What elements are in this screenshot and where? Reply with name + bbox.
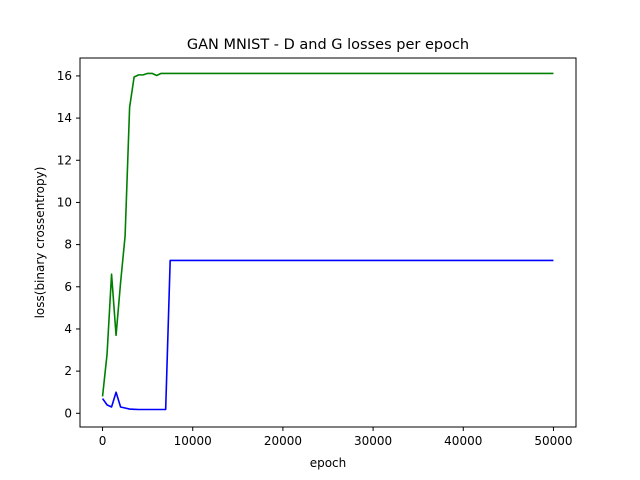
series-line-0 <box>101 259 554 411</box>
y-axis-title: loss(binary crossentropy) <box>33 167 47 319</box>
y-tick-label: 2 <box>64 364 72 378</box>
y-axis: 0 2 4 6 8 10 12 14 16 <box>57 69 80 420</box>
y-tick-label: 8 <box>64 238 72 252</box>
series-line-1 <box>101 72 554 397</box>
x-tick-label: 20000 <box>264 434 302 448</box>
x-tick-label: 10000 <box>174 434 212 448</box>
x-tick-label: 40000 <box>444 434 482 448</box>
y-tick-label: 14 <box>57 111 72 125</box>
y-tick-label: 10 <box>57 195 72 209</box>
series-layer <box>101 72 554 411</box>
y-tick-label: 12 <box>57 153 72 167</box>
y-tick-label: 4 <box>64 322 72 336</box>
chart-title: GAN MNIST - D and G losses per epoch <box>187 37 469 53</box>
x-tick-label: 0 <box>99 434 107 448</box>
x-axis: 0 10000 20000 30000 40000 50000 <box>99 427 573 448</box>
plot-area-frame <box>79 57 577 428</box>
y-tick-label: 0 <box>64 406 72 420</box>
y-tick-label: 16 <box>57 69 72 83</box>
x-tick-label: 30000 <box>354 434 392 448</box>
y-tick-label: 6 <box>64 280 72 294</box>
x-axis-title: epoch <box>310 456 347 470</box>
x-tick-label: 50000 <box>534 434 572 448</box>
